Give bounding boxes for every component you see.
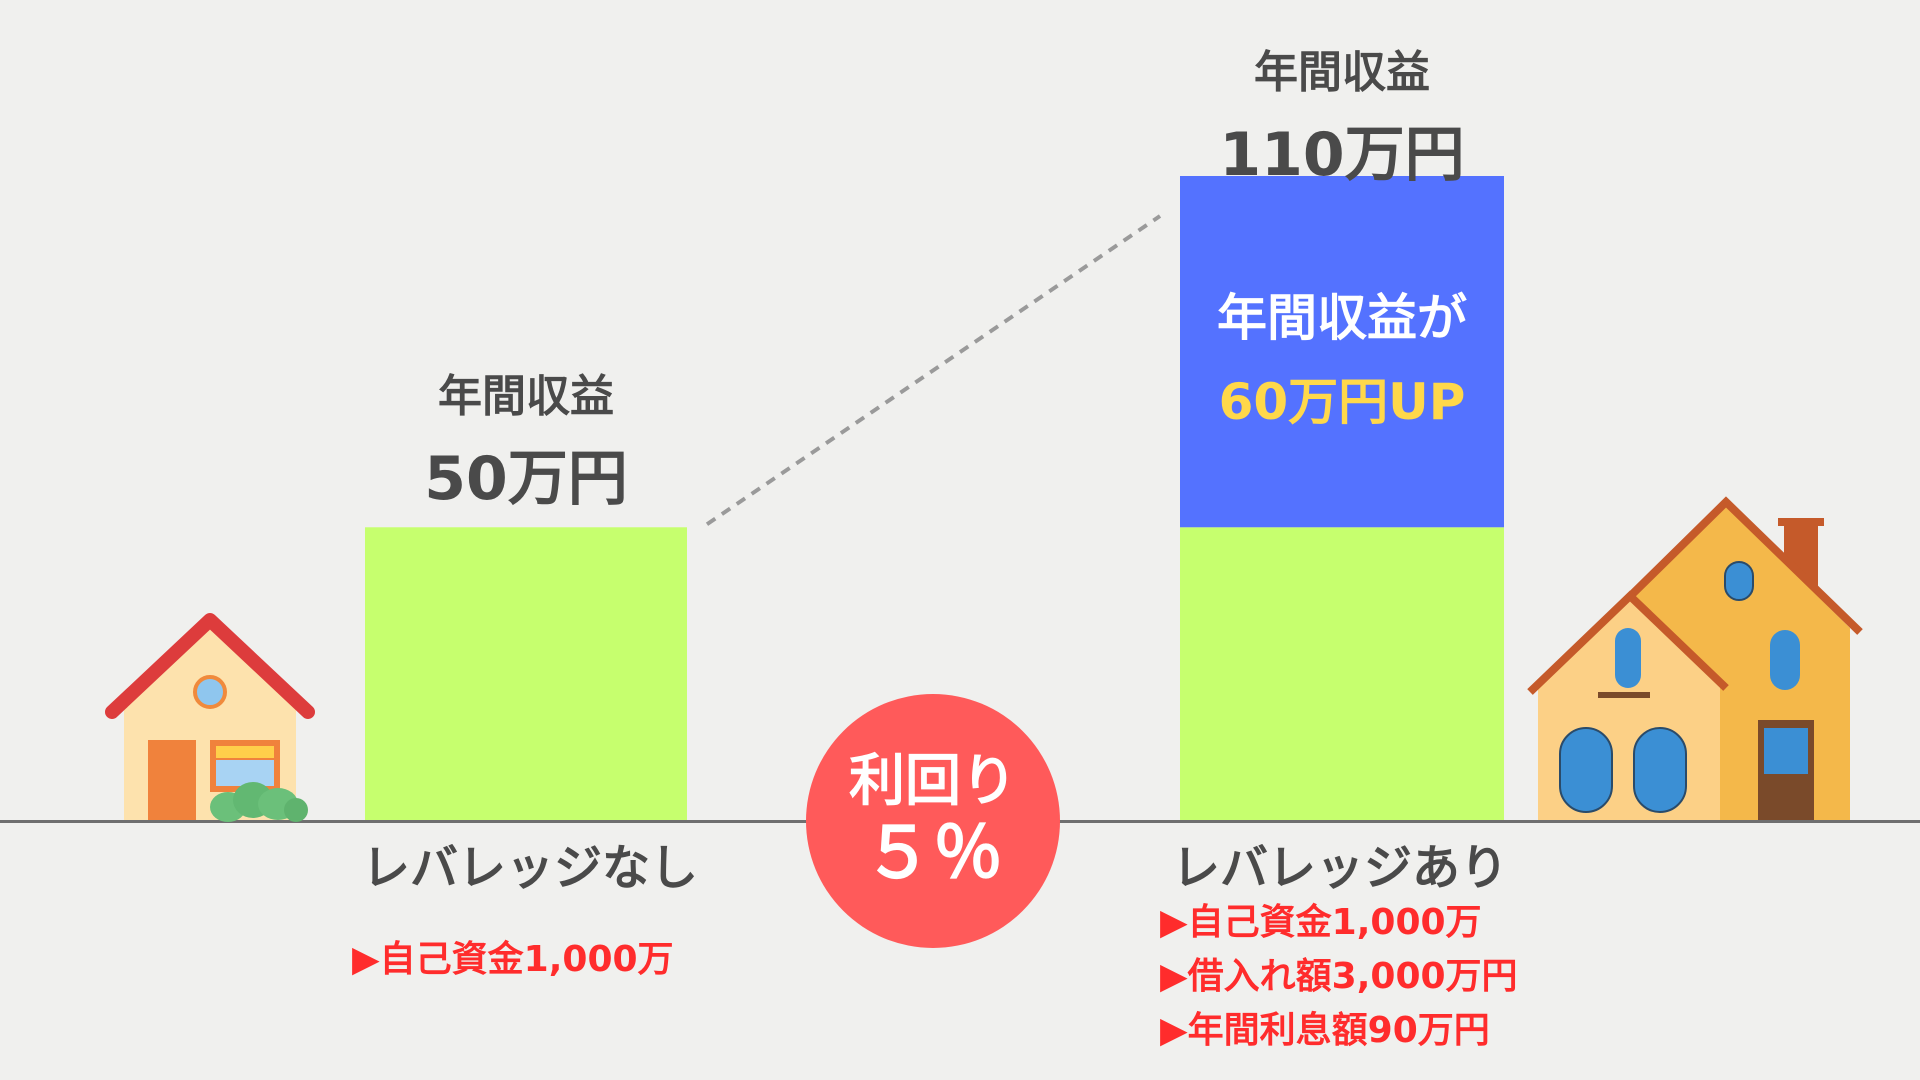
left-details: ▶自己資金1,000万: [352, 930, 674, 982]
bar-base-0: [365, 527, 687, 820]
right-detail-item: ▶自己資金1,000万: [1160, 902, 1482, 943]
increase-connector-line: [705, 214, 1162, 526]
left-category-label: レバレッジなし: [361, 840, 698, 896]
increase-annotation-line2: 60万円UP: [1218, 373, 1466, 431]
right-detail-item: ▶年間利息額90万円: [1160, 1010, 1490, 1051]
yield-badge: 利回り ５％: [806, 694, 1060, 948]
yield-badge-value: ５％: [863, 811, 1003, 894]
left-bar-value: 50万円: [424, 444, 628, 514]
bar-increase-1: [1180, 176, 1504, 528]
right-details: ▶自己資金1,000万 ▶借入れ額3,000万円 ▶年間利息額90万円: [1160, 896, 1518, 1058]
yield-badge-label: 利回り: [849, 749, 1017, 815]
right-detail-item: ▶借入れ額3,000万円: [1160, 956, 1518, 997]
bush-icon: [210, 782, 308, 822]
left-bar-title: 年間収益: [438, 371, 614, 422]
small-house-icon: [105, 613, 315, 820]
large-house-icon: [1527, 496, 1863, 820]
right-bar-title: 年間収益: [1254, 47, 1430, 98]
right-category-label: レバレッジあり: [1171, 840, 1508, 896]
right-bar-value: 110万円: [1219, 120, 1465, 190]
bar-base-1: [1180, 527, 1504, 820]
increase-annotation-line1: 年間収益が: [1217, 289, 1467, 347]
left-detail-item: ▶自己資金1,000万: [352, 939, 674, 980]
